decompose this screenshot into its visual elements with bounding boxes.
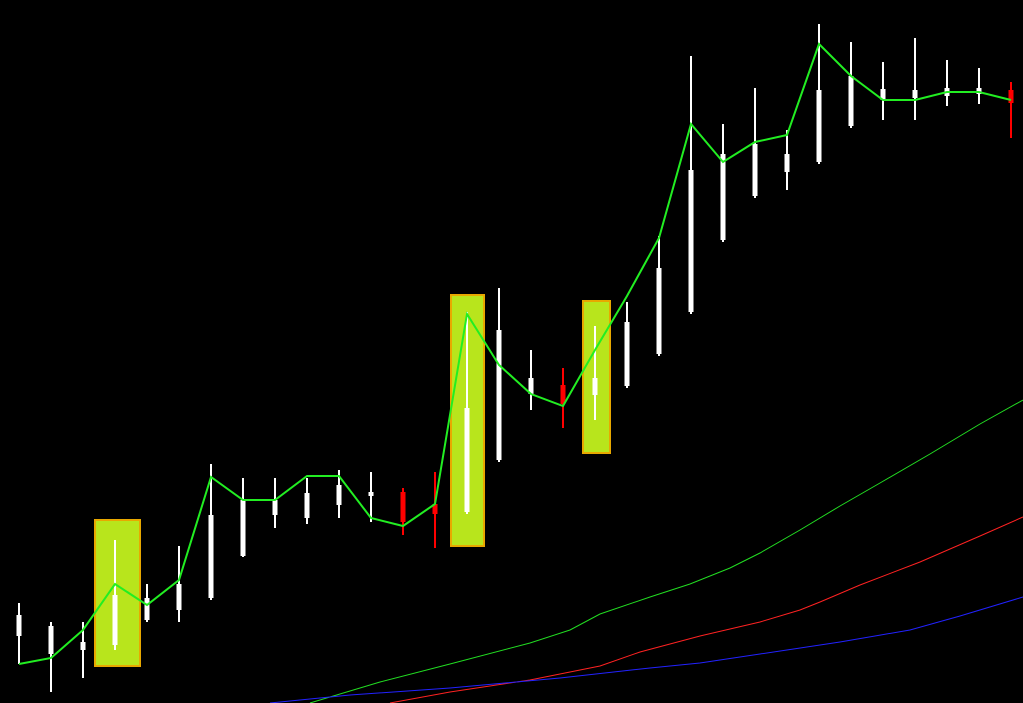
candle-body: [752, 144, 758, 196]
candle-body: [720, 154, 726, 240]
candle-body: [880, 89, 886, 100]
candle-7: [208, 464, 214, 600]
candle-body: [176, 584, 182, 610]
candle-8: [240, 478, 246, 557]
candle-body: [912, 90, 918, 98]
candle-16: [496, 288, 502, 462]
candle-32: [1008, 82, 1014, 138]
candle-1: [16, 603, 22, 664]
close-line: [18, 42, 1012, 665]
highlight-box-3: [582, 300, 611, 454]
candle-26: [816, 24, 822, 164]
candle-9: [272, 478, 278, 528]
candles: [16, 24, 1014, 692]
candle-body: [304, 493, 310, 518]
candle-11: [336, 470, 342, 518]
candle-body: [144, 598, 150, 620]
candle-body: [240, 500, 246, 556]
candle-22: [688, 56, 694, 314]
candle-15: [464, 312, 470, 514]
moving-average-red: [389, 516, 1023, 703]
candle-29: [912, 38, 918, 120]
candle-4: [112, 540, 118, 650]
candle-body: [48, 626, 54, 654]
candle-20: [624, 302, 630, 388]
candle-5: [144, 584, 150, 622]
candle-body: [80, 642, 86, 650]
candle-body: [336, 485, 342, 505]
candle-3: [80, 622, 86, 678]
candle-body: [624, 322, 630, 386]
candle-21: [656, 236, 662, 356]
candle-6: [176, 546, 182, 622]
candle-14: [432, 472, 438, 548]
candle-10: [304, 478, 310, 524]
candle-body: [208, 515, 214, 598]
candle-body: [688, 170, 694, 312]
candle-body: [560, 385, 566, 404]
candle-17: [528, 350, 534, 410]
candle-12: [368, 472, 374, 522]
candle-27: [848, 42, 854, 128]
candle-body: [816, 90, 822, 162]
candle-body: [496, 330, 502, 460]
candle-body: [400, 492, 406, 522]
moving-average-lines: [269, 399, 1023, 703]
candle-body: [784, 154, 790, 172]
candle-body: [368, 492, 374, 496]
candle-body: [1008, 90, 1014, 103]
candle-body: [848, 76, 854, 126]
candle-body: [464, 408, 470, 512]
candle-body: [112, 595, 118, 645]
close-price-line: [18, 42, 1012, 665]
candle-28: [880, 62, 886, 120]
candle-25: [784, 130, 790, 190]
candle-body: [432, 504, 438, 514]
candle-13: [400, 488, 406, 535]
candle-body: [272, 500, 278, 515]
moving-average-blue: [269, 596, 1023, 703]
candle-body: [592, 378, 598, 395]
moving-average-green: [309, 399, 1023, 703]
candle-body: [16, 615, 22, 636]
candle-body: [656, 268, 662, 354]
candle-body: [528, 378, 534, 394]
candle-23: [720, 124, 726, 242]
candle-19: [592, 326, 598, 420]
candle-18: [560, 368, 566, 428]
